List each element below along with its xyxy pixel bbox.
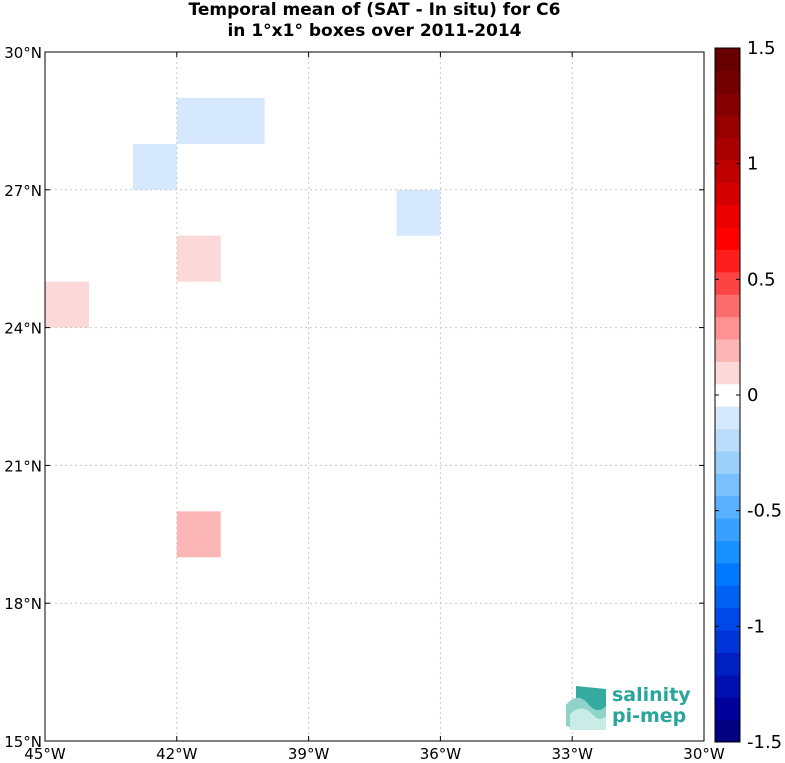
colorbar-band-23 — [715, 204, 740, 228]
colorbar-tick-label-4: -0.5 — [747, 501, 782, 522]
colorbar-band-1 — [715, 697, 740, 721]
colorbar-band-25 — [715, 159, 740, 183]
colorbar-band-8 — [715, 540, 740, 564]
y-tick-label-3: 24°N — [4, 320, 42, 338]
colorbar-band-27 — [715, 115, 740, 139]
colorbar-band-6 — [715, 585, 740, 609]
colorbar-band-10 — [715, 495, 740, 519]
x-tick-label-4: 33°W — [551, 745, 593, 763]
x-tick-label-2: 39°W — [288, 745, 330, 763]
colorbar-tick-label-1: 1 — [747, 154, 758, 175]
colorbar-band-20 — [715, 271, 740, 295]
colorbar-band-26 — [715, 137, 740, 161]
colorbar-band-15 — [715, 383, 740, 407]
colorbar-band-5 — [715, 607, 740, 631]
colorbar-band-30 — [715, 48, 740, 71]
y-tick-label-2: 21°N — [4, 457, 42, 475]
colorbar-band-21 — [715, 249, 740, 273]
data-cell-3 — [176, 235, 221, 282]
colorbar-tick-label-6: -1.5 — [747, 732, 782, 753]
colorbar-band-0 — [715, 719, 740, 743]
colorbar-band-22 — [715, 227, 740, 250]
colorbar-band-16 — [715, 361, 740, 385]
colorbar-tick-label-2: 0.5 — [747, 269, 776, 290]
colorbar-band-3 — [715, 652, 740, 676]
colorbar-band-4 — [715, 630, 740, 653]
logo-text-pimep: pi-mep — [612, 705, 686, 727]
y-tick-label-1: 18°N — [4, 595, 42, 613]
colorbar-band-7 — [715, 562, 740, 586]
data-cell-1 — [132, 143, 177, 190]
colorbar-tick-label-0: 1.5 — [747, 38, 776, 59]
colorbar-band-24 — [715, 182, 740, 206]
logo-text-salinity: salinity — [612, 684, 691, 706]
colorbar-band-9 — [715, 518, 740, 542]
colorbar-band-19 — [715, 294, 740, 318]
colorbar-band-17 — [715, 339, 740, 362]
y-tick-label-4: 27°N — [4, 182, 42, 200]
data-cell-4 — [45, 281, 89, 328]
data-cell-0 — [176, 97, 265, 144]
map-title: Temporal mean of (SAT - In situ) for C6 … — [45, 0, 704, 42]
colorbar-band-2 — [715, 674, 740, 698]
map-title-line1: Temporal mean of (SAT - In situ) for C6 — [188, 0, 561, 20]
x-tick-label-3: 36°W — [420, 745, 462, 763]
map-title-line2: in 1°x1° boxes over 2011-2014 — [227, 21, 522, 41]
x-tick-label-5: 30°W — [683, 745, 725, 763]
colorbar: 1.5 1 0.5 0 -0.5 -1 -1.5 — [714, 38, 782, 753]
colorbar-band-29 — [715, 70, 740, 94]
y-tick-label-5: 30°N — [4, 44, 42, 62]
colorbar-band-18 — [715, 316, 740, 340]
y-tick-label-0: 15°N — [4, 733, 42, 751]
x-tick-label-1: 42°W — [156, 745, 198, 763]
logo-wave-foam-icon — [570, 708, 606, 730]
colorbar-band-13 — [715, 428, 740, 452]
map-frame — [44, 51, 705, 742]
colorbar-band-28 — [715, 92, 740, 116]
colorbar-band-12 — [715, 450, 740, 474]
colorbar-band-11 — [715, 473, 740, 497]
data-cell-2 — [396, 189, 441, 236]
colorbar-tick-label-5: -1 — [747, 616, 765, 637]
x-tick-label-0: 45°W — [24, 745, 66, 763]
colorbar-tick-label-3: 0 — [747, 385, 758, 406]
colorbar-band-14 — [715, 406, 740, 430]
data-cell-5 — [176, 511, 221, 558]
